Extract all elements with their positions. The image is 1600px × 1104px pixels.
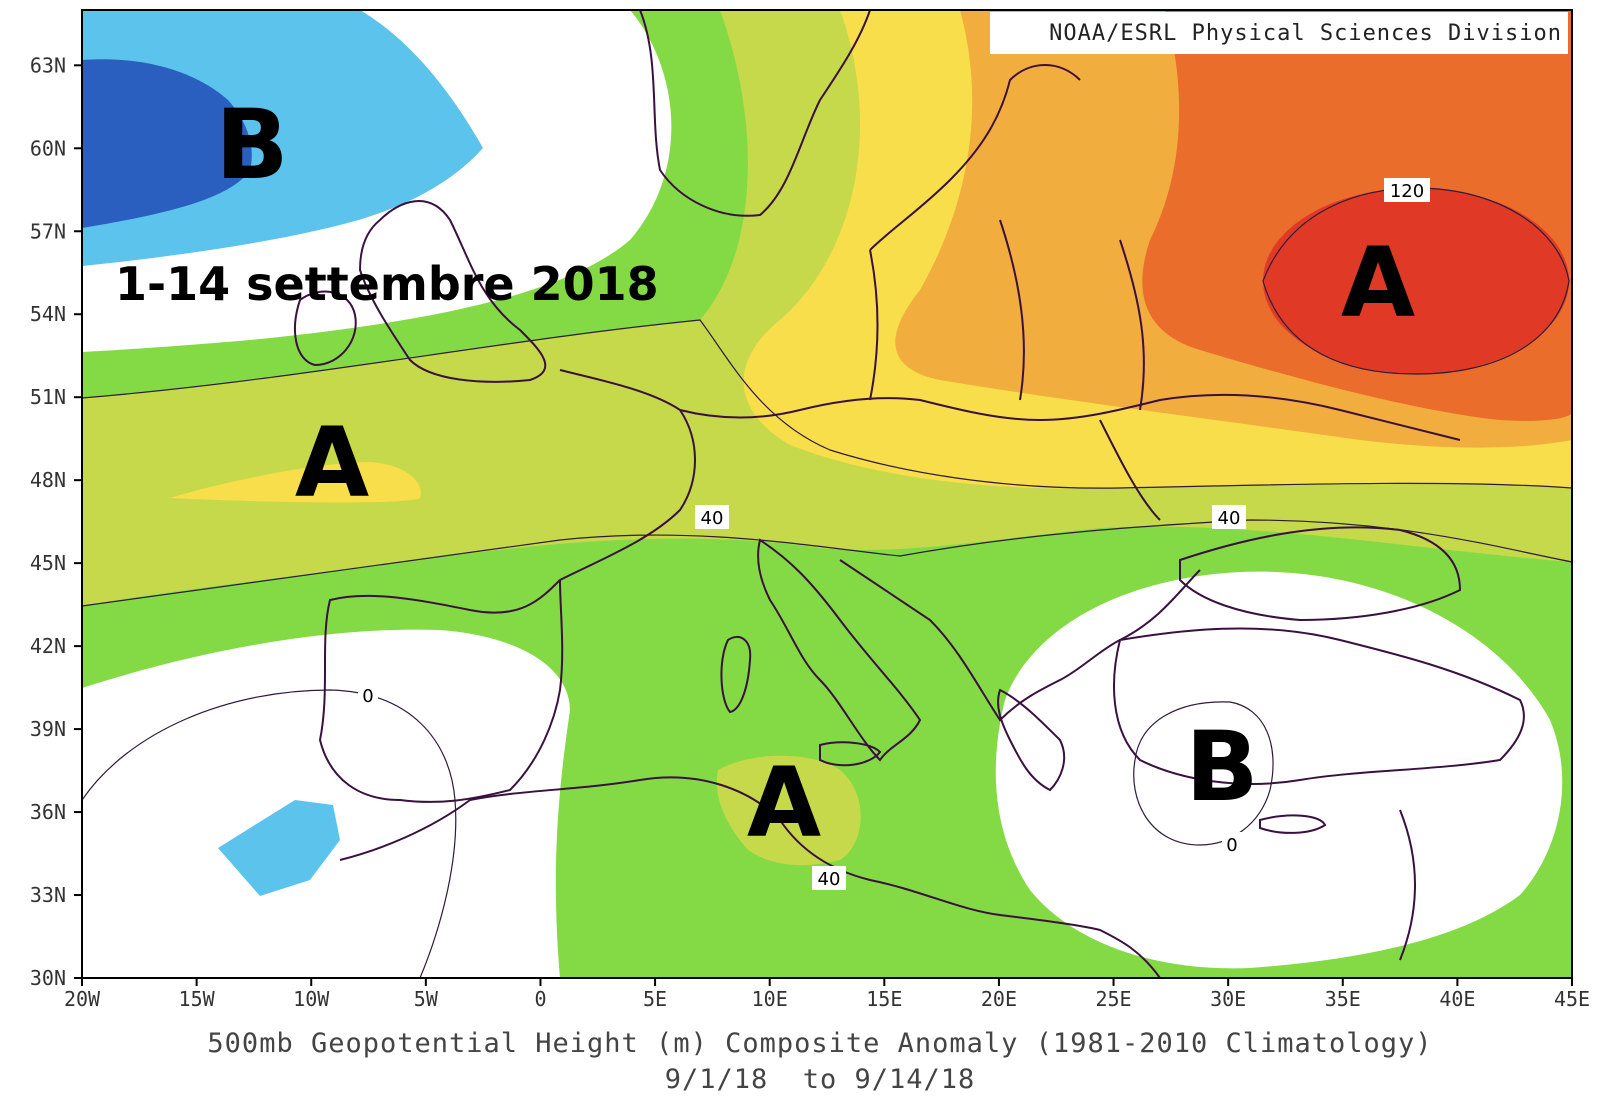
lon-tick-label: 0 xyxy=(534,987,546,1011)
isoline-80 xyxy=(82,319,1572,489)
lon-tick-label: 5E xyxy=(643,987,667,1011)
coast-scandinavia xyxy=(639,10,871,217)
lat-tick-label: 39N xyxy=(30,717,66,741)
field-deepblue-north xyxy=(82,59,252,228)
credit-text: NOAA/ESRL Physical Sciences Division xyxy=(1049,21,1562,46)
label-bg-0-east xyxy=(1222,832,1242,856)
lat-tick-label: 48N xyxy=(30,468,66,492)
anomaly-fields xyxy=(82,10,1572,978)
field-red-core xyxy=(1263,188,1569,374)
lat-tick-label: 60N xyxy=(30,136,66,160)
label-bg-0-west xyxy=(358,683,378,707)
label-bg-40-east xyxy=(1212,505,1246,529)
contour-label-120: 120 xyxy=(1390,181,1424,202)
coast-sardinia xyxy=(720,635,752,714)
coast-black-sea xyxy=(1179,526,1462,622)
lat-axis: 63N 60N 57N 54N 51N 48N 45N 42N 39N 36N 33N 30N xyxy=(30,53,82,990)
field-yellow-biscay xyxy=(170,462,421,503)
coast-british-isles xyxy=(358,200,547,383)
isoline-0-east xyxy=(1133,701,1274,846)
lon-tick-label: 30E xyxy=(1210,987,1246,1011)
lon-axis: 20W 15W 10W 5W 0 5E 10E 15E 20E 25E 30E 35E 40E 45E xyxy=(64,978,1590,1011)
lon-tick-label: 10E xyxy=(752,987,788,1011)
coast-turkey xyxy=(1113,627,1525,785)
border-central-europe xyxy=(679,393,1461,441)
pressure-center-high-east-europe: A xyxy=(1341,227,1415,339)
pressure-center-high-biscay: A xyxy=(295,407,369,519)
plot-frame xyxy=(81,9,1573,979)
isoline-40 xyxy=(82,519,1572,607)
field-olive-tunisia xyxy=(716,755,861,866)
lat-tick-label: 30N xyxy=(30,966,66,990)
coast-north-africa xyxy=(339,776,1161,978)
lon-tick-label: 25E xyxy=(1095,987,1131,1011)
isoline-0-west xyxy=(82,689,457,978)
lon-tick-label: 35E xyxy=(1325,987,1361,1011)
lon-tick-label: 40E xyxy=(1439,987,1475,1011)
field-lightblue-iberia xyxy=(218,800,340,896)
caption-line2: 9/1/18 to 9/14/18 xyxy=(665,1064,976,1095)
field-neutral-iberia xyxy=(82,629,570,978)
label-bg-40-west xyxy=(695,505,729,529)
pressure-center-low-north-atlantic: B xyxy=(215,89,288,201)
coast-sicily xyxy=(819,741,882,767)
contour-label-40-east: 40 xyxy=(1218,508,1241,529)
lat-tick-label: 36N xyxy=(30,800,66,824)
lat-tick-label: 51N xyxy=(30,385,66,409)
lat-tick-label: 57N xyxy=(30,219,66,243)
lat-tick-label: 33N xyxy=(30,883,66,907)
lon-tick-label: 15E xyxy=(866,987,902,1011)
lon-tick-label: 5W xyxy=(414,987,439,1011)
label-bg-120 xyxy=(1384,178,1430,202)
lon-tick-label: 20E xyxy=(981,987,1017,1011)
coast-greece xyxy=(997,688,1066,792)
period-label: 1-14 settembre 2018 xyxy=(115,257,659,311)
lon-tick-label: 10W xyxy=(293,987,330,1011)
caption-line1: 500mb Geopotential Height (m) Composite … xyxy=(207,1028,1432,1059)
lat-tick-label: 63N xyxy=(30,53,66,77)
contour-label-40-west: 40 xyxy=(701,508,724,529)
pressure-center-low-aegean: B xyxy=(1185,711,1258,823)
lat-tick-label: 54N xyxy=(30,302,66,326)
coast-italy xyxy=(757,538,922,762)
pressure-center-high-tunisia: A xyxy=(747,747,821,859)
isoline-120 xyxy=(1262,187,1570,375)
contour-label-40-south: 40 xyxy=(818,869,841,890)
lon-tick-label: 20W xyxy=(64,987,101,1011)
lat-tick-label: 42N xyxy=(30,634,66,658)
border-eastern-europe xyxy=(869,219,1161,521)
coast-ireland xyxy=(294,290,357,367)
lon-tick-label: 15W xyxy=(179,987,216,1011)
contour-label-0-east: 0 xyxy=(1226,835,1237,856)
isolines xyxy=(82,187,1572,978)
geographic-outlines xyxy=(294,10,1525,978)
label-bg-40-south xyxy=(812,866,846,890)
coast-baltic xyxy=(869,64,1081,251)
coast-cyprus-levant xyxy=(1259,809,1416,961)
lon-tick-label: 45E xyxy=(1554,987,1590,1011)
credit-box xyxy=(990,12,1568,54)
lat-tick-label: 45N xyxy=(30,551,66,575)
field-neutral-eastmed xyxy=(995,571,1563,969)
contour-label-0-west: 0 xyxy=(362,686,373,707)
coast-france-iberia xyxy=(318,369,696,803)
